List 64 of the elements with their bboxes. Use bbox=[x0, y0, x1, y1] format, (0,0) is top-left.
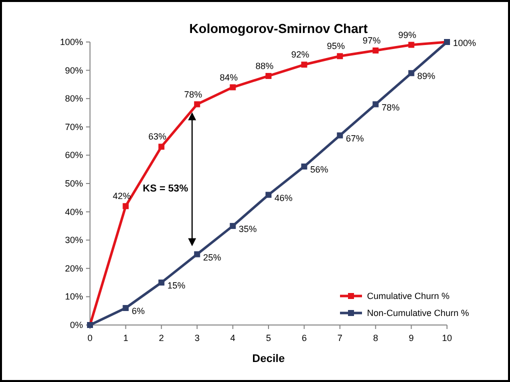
data-label: 88% bbox=[255, 60, 274, 71]
chart-title: Kolomogorov-Smirnov Chart bbox=[189, 21, 368, 36]
x-tick-label: 3 bbox=[194, 333, 200, 343]
y-tick-label: 20% bbox=[64, 263, 83, 274]
y-tick-label: 30% bbox=[64, 235, 83, 246]
point bbox=[301, 164, 308, 170]
data-label: 97% bbox=[362, 35, 381, 46]
y-tick-label: 10% bbox=[64, 292, 83, 302]
data-label: 95% bbox=[326, 41, 345, 52]
y-tick-label: 60% bbox=[64, 150, 83, 160]
y-tick-label: 50% bbox=[64, 178, 83, 188]
point bbox=[336, 53, 343, 60]
data-label: 99% bbox=[398, 30, 416, 40]
data-label: 46% bbox=[274, 192, 293, 203]
data-label: 25% bbox=[203, 252, 222, 262]
x-tick-label: 4 bbox=[230, 333, 236, 343]
point bbox=[372, 101, 379, 108]
y-tick-label: 0% bbox=[70, 320, 83, 330]
y-tick-label: 80% bbox=[64, 94, 83, 104]
x-tick-label: 9 bbox=[408, 333, 414, 343]
x-tick-label: 8 bbox=[373, 333, 378, 343]
point bbox=[266, 192, 272, 198]
data-label: 92% bbox=[291, 50, 310, 60]
data-label: 78% bbox=[184, 89, 202, 100]
point bbox=[122, 203, 129, 210]
point bbox=[408, 70, 414, 76]
point bbox=[336, 132, 343, 138]
data-label: 89% bbox=[417, 71, 436, 82]
x-tick-label: 5 bbox=[266, 333, 272, 343]
point bbox=[301, 62, 308, 68]
x-axis-title: Decile bbox=[252, 353, 285, 365]
point bbox=[194, 101, 200, 108]
data-label: 100% bbox=[453, 38, 476, 48]
data-label: 63% bbox=[148, 132, 166, 142]
data-label: 84% bbox=[220, 72, 238, 82]
data-label: 35% bbox=[238, 224, 257, 234]
data-label: 67% bbox=[346, 133, 364, 144]
data-label: 78% bbox=[382, 102, 400, 112]
point bbox=[230, 222, 236, 229]
x-tick-label: 0 bbox=[87, 333, 93, 343]
annotation: KS = 53% bbox=[142, 183, 188, 194]
data-label: 56% bbox=[310, 164, 328, 175]
legend-label: Cumulative Churn % bbox=[367, 291, 450, 301]
y-tick-label: 70% bbox=[64, 122, 83, 132]
point bbox=[408, 42, 414, 48]
x-tick-label: 6 bbox=[302, 333, 307, 343]
point bbox=[194, 251, 200, 258]
point bbox=[158, 144, 164, 150]
data-label: 15% bbox=[167, 280, 186, 291]
legend-label: Non-Cumulative Churn % bbox=[367, 308, 470, 318]
point bbox=[230, 84, 236, 90]
x-tick-label: 10 bbox=[442, 333, 452, 343]
x-tick-label: 2 bbox=[158, 333, 164, 343]
y-tick-label: 90% bbox=[64, 65, 83, 76]
point bbox=[122, 305, 129, 312]
point bbox=[158, 280, 164, 286]
point bbox=[266, 72, 272, 79]
x-tick-label: 1 bbox=[123, 333, 128, 343]
x-tick-label: 7 bbox=[337, 333, 342, 343]
y-tick-label: 40% bbox=[64, 206, 83, 217]
point bbox=[372, 47, 379, 54]
data-label: 42% bbox=[112, 191, 131, 202]
y-tick-label: 100% bbox=[60, 37, 83, 47]
data-label: 6% bbox=[132, 306, 145, 316]
